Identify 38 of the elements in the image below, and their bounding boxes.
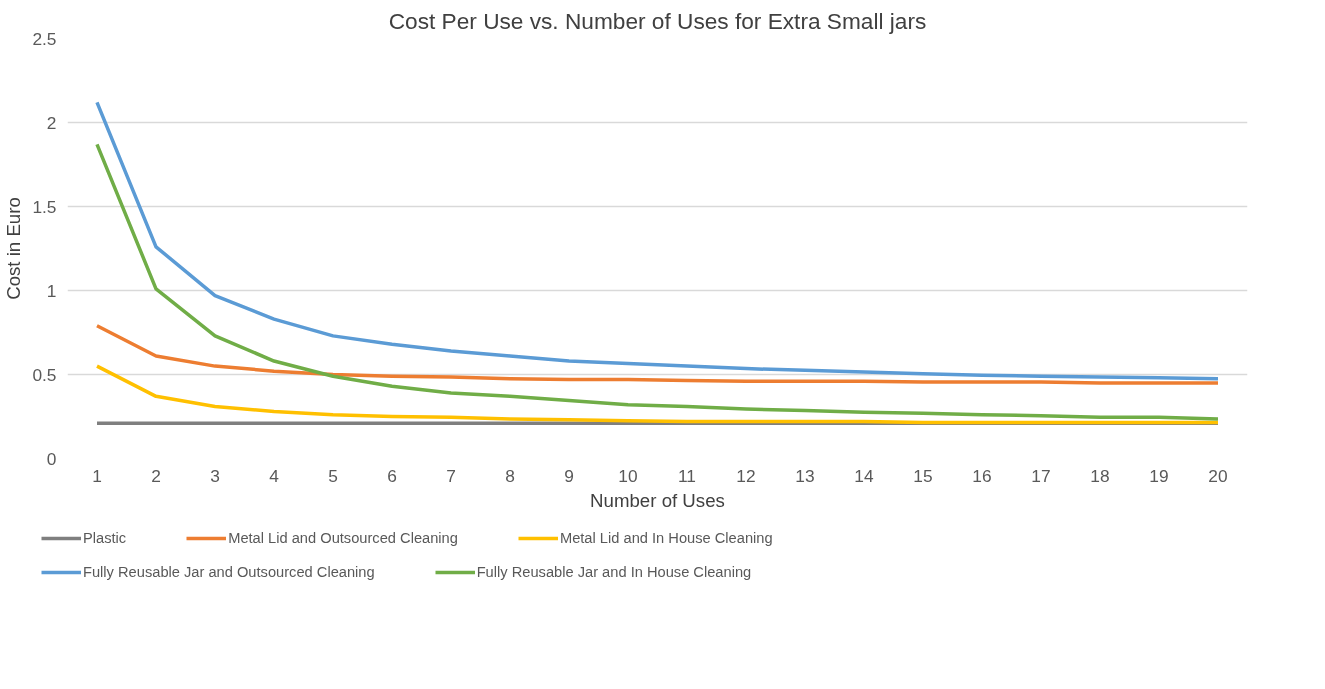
x-axis-title: Number of Uses [590,489,725,511]
x-tick-label: 13 [795,465,815,486]
y-axis-title: Cost in Euro [3,197,25,300]
x-tick-label: 4 [269,465,280,486]
x-tick-label: 11 [678,465,697,486]
x-tick-label: 20 [1208,465,1228,486]
x-tick-label: 18 [1090,465,1110,486]
line-series [95,364,1220,425]
x-tick-label: 1 [92,465,102,486]
y-tick-label: 1.5 [32,196,57,217]
x-tick-label: 9 [564,465,574,486]
y-tick-label: 2.5 [32,28,57,49]
x-tick-label: 2 [151,465,161,486]
x-tick-label: 16 [972,465,992,486]
x-tick-label: 19 [1149,465,1169,486]
x-tick-label: 8 [505,465,515,486]
chart-title: Cost Per Use vs. Number of Uses for Extra Small jars [388,7,927,34]
y-tick-label: 2 [46,112,57,133]
line-series [95,324,1220,385]
x-tick-label: 10 [618,465,638,486]
x-tick-label: 6 [387,465,397,486]
y-tick-label: 0.5 [32,364,57,385]
legend-label: Fully Reusable Jar and In House Cleaning [476,564,752,580]
line-series [95,100,1220,381]
legend-label: Metal Lid and Outsourced Cleaning [228,530,458,546]
y-tick-label: 1 [46,280,57,301]
line-series [95,142,1220,421]
y-tick-label: 0 [46,448,57,469]
x-tick-label: 15 [913,465,933,486]
x-tick-label: 17 [1031,465,1051,486]
x-tick-label: 3 [210,465,220,486]
x-tick-label: 7 [446,465,456,486]
legend-label: Metal Lid and In House Cleaning [559,530,773,546]
legend-label: Fully Reusable Jar and Outsourced Cleaning [83,564,375,580]
x-tick-label: 14 [854,465,874,486]
x-tick-label: 5 [328,465,338,486]
x-tick-label: 12 [736,465,756,486]
legend-label: Plastic [83,530,127,546]
